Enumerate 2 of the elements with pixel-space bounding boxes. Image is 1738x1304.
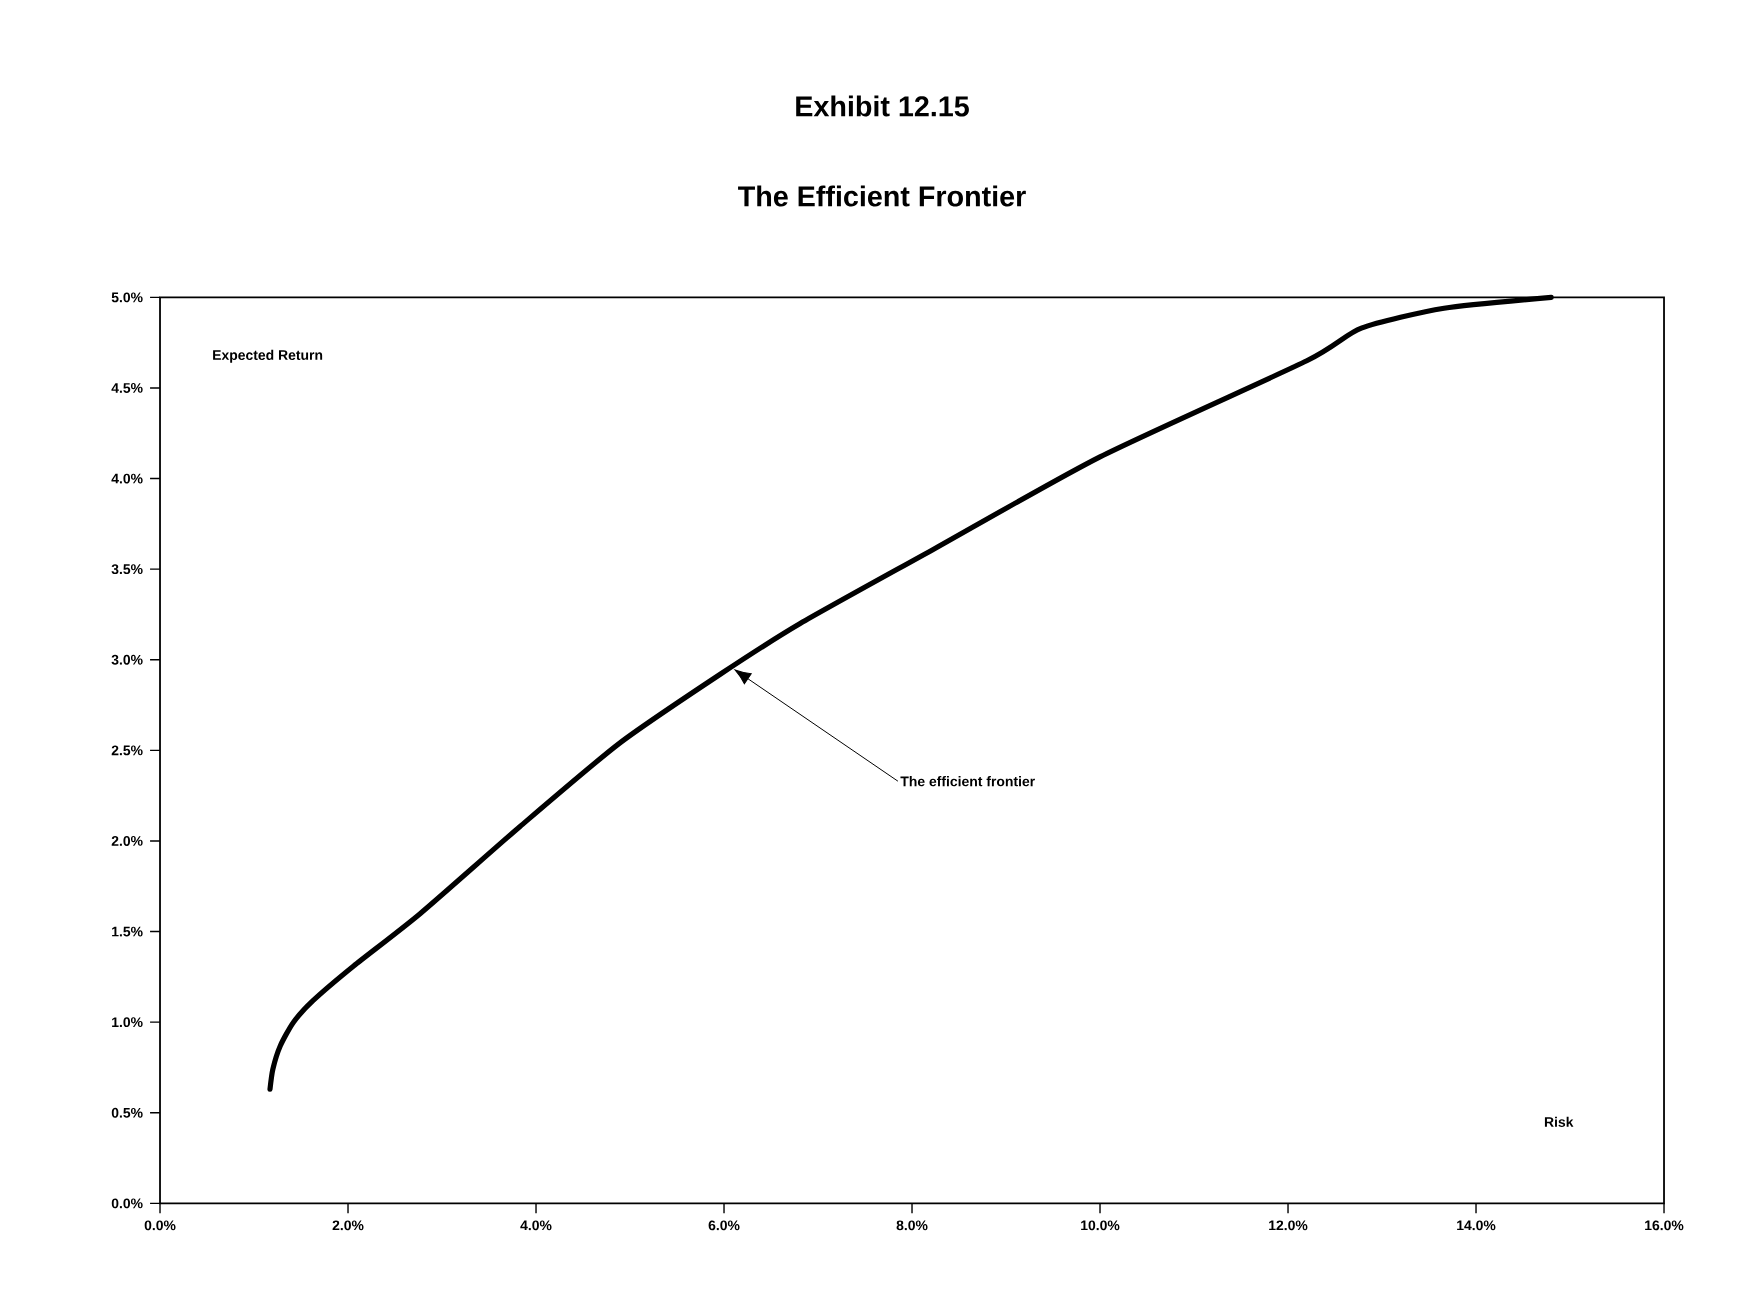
- chart-subtitle: The Efficient Frontier: [738, 185, 1026, 207]
- chart-title: Exhibit 12.15: [796, 95, 969, 117]
